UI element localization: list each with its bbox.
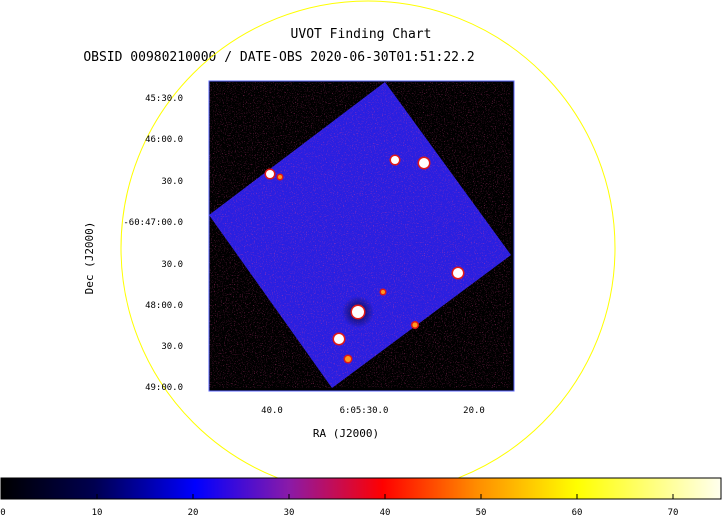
- x-axis-label: RA (J2000): [313, 427, 379, 440]
- source-core: [419, 158, 429, 168]
- source-core: [391, 156, 399, 164]
- colorbar: [0, 477, 722, 500]
- x-tick-label: 40.0: [261, 406, 283, 416]
- source-core: [334, 334, 344, 344]
- source-core: [412, 322, 418, 328]
- source-core: [278, 175, 282, 179]
- sources-layer: [264, 154, 465, 364]
- source-core: [345, 356, 351, 362]
- x-tick-label: 20.0: [463, 406, 485, 416]
- colorbar-tick-label: 30: [284, 508, 295, 518]
- y-tick-label: 45:30.0: [145, 94, 183, 104]
- source-core: [381, 290, 385, 294]
- source-core: [453, 268, 463, 278]
- y-tick-label: -60:47:00.0: [123, 218, 183, 228]
- colorbar-ticks: 0 10 20 30 40 50 60 70: [0, 494, 678, 518]
- colorbar-tick-label: 0: [0, 508, 5, 518]
- x-tick-label: 6:05:30.0: [340, 406, 389, 416]
- exposure-field-noise: [209, 82, 511, 388]
- y-tick-label: 30.0: [161, 342, 183, 352]
- y-tick-label: 48:00.0: [145, 301, 183, 311]
- colorbar-tick-label: 10: [92, 508, 103, 518]
- colorbar-tick-label: 40: [380, 508, 391, 518]
- source-core: [352, 306, 364, 318]
- image-frame: [208, 80, 515, 392]
- y-tick-label: 30.0: [161, 260, 183, 270]
- y-tick-label: 30.0: [161, 177, 183, 187]
- source-core: [266, 170, 274, 178]
- colorbar-tick-label: 20: [188, 508, 199, 518]
- y-axis-label: Dec (J2000): [83, 222, 96, 295]
- chart-title: UVOT Finding Chart: [291, 27, 432, 42]
- chart-subtitle: OBSID 00980210000 / DATE-OBS 2020-06-30T…: [83, 50, 474, 65]
- colorbar-tick-label: 60: [572, 508, 583, 518]
- image-panel: [208, 80, 515, 392]
- colorbar-tick-label: 50: [476, 508, 487, 518]
- y-tick-label: 46:00.0: [145, 135, 183, 145]
- x-tick-labels: 40.0 6:05:30.0 20.0: [261, 406, 485, 416]
- colorbar-tick-label: 70: [668, 508, 679, 518]
- y-tick-label: 49:00.0: [145, 383, 183, 393]
- y-tick-labels: 45:30.0 46:00.0 30.0 -60:47:00.0 30.0 48:00.0…: [123, 94, 183, 393]
